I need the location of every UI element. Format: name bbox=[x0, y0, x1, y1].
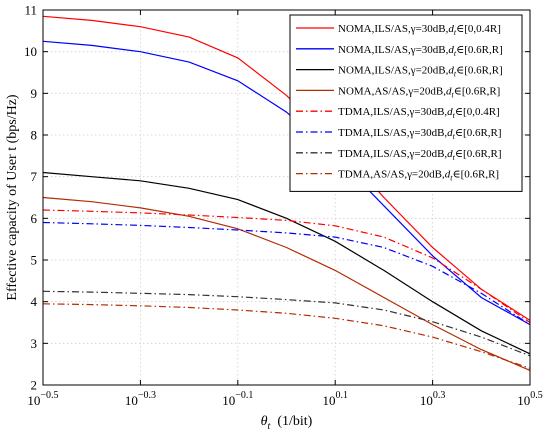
y-tick-label: 6 bbox=[31, 211, 38, 226]
axis-ticks bbox=[42, 9, 531, 386]
x-tick-label: 100.1 bbox=[322, 390, 348, 408]
y-tick-labels: 2 3 4 5 6 7 8 9 10 11 bbox=[24, 3, 38, 393]
series-line-8 bbox=[42, 303, 531, 369]
legend-entry-label: TDMA,ILS/AS,γ=30dB,dt∈[0.6R,R] bbox=[338, 127, 502, 141]
y-tick-label: 4 bbox=[31, 294, 38, 309]
x-axis-title: θt (1/bit) bbox=[261, 414, 313, 432]
series-line-1 bbox=[42, 15, 531, 321]
legend-box bbox=[289, 14, 523, 192]
y-tick-label: 10 bbox=[24, 44, 37, 59]
y-tick-label: 9 bbox=[31, 86, 38, 101]
plot-frame bbox=[42, 9, 531, 386]
x-tick-label: 10−0.3 bbox=[125, 390, 156, 408]
series-line-4 bbox=[42, 196, 531, 371]
legend-entry-label: TDMA,AS/AS,γ=20dB,dt∈[0.6R,R] bbox=[338, 169, 499, 183]
legend-entry-label: TDMA,ILS/AS,γ=30dB,dt∈[0,0.4R] bbox=[338, 106, 500, 120]
series-line-3 bbox=[42, 171, 531, 355]
y-tick-label: 7 bbox=[31, 169, 38, 184]
y-tick-label: 11 bbox=[24, 3, 37, 18]
legend-entry-label: NOMA,ILS/AS,γ=30dB,dt∈[0.6R,R] bbox=[338, 44, 503, 58]
y-axis-title: Effective capacity of User t (bps/Hz) bbox=[5, 94, 20, 300]
x-tick-label: 100.3 bbox=[420, 390, 446, 408]
series-line-7 bbox=[42, 290, 531, 357]
legend: NOMA,ILS/AS,γ=30dB,dt∈[0,0.4R] NOMA,ILS/A… bbox=[289, 14, 523, 192]
legend-entry-label: NOMA,ILS/AS,γ=30dB,dt∈[0,0.4R] bbox=[338, 23, 501, 37]
series-line-2 bbox=[42, 40, 531, 326]
x-tick-label: 10−0.5 bbox=[27, 390, 58, 408]
x-tick-label: 10−0.1 bbox=[222, 390, 253, 408]
y-tick-label: 5 bbox=[31, 253, 38, 268]
y-tick-label: 3 bbox=[31, 336, 38, 351]
legend-entry-label: NOMA,AS/AS,γ=20dB,dt∈[0.6R,R] bbox=[338, 85, 500, 99]
series-lines bbox=[42, 15, 531, 371]
legend-entry-label: TDMA,ILS/AS,γ=20dB,dt∈[0.6R,R] bbox=[338, 148, 502, 162]
y-tick-label: 8 bbox=[31, 128, 38, 143]
grid bbox=[43, 10, 530, 385]
x-tick-label: 100.5 bbox=[517, 390, 543, 408]
x-tick-labels: 10−0.5 10−0.3 10−0.1 100.1 100.3 100.5 bbox=[27, 390, 542, 408]
y-tick-label: 2 bbox=[31, 378, 38, 393]
legend-entry-label: NOMA,ILS/AS,γ=20dB,dt∈[0.6R,R] bbox=[338, 65, 503, 79]
